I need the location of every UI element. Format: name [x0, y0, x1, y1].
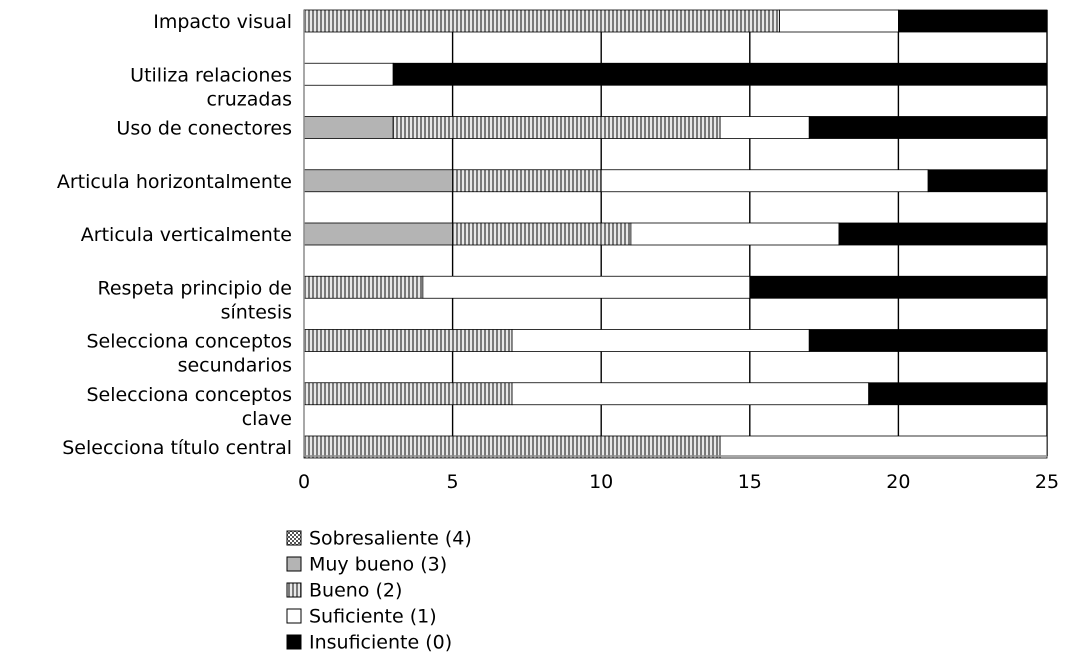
category-label: Utiliza relaciones — [130, 64, 292, 86]
category-label: Impacto visual — [153, 11, 292, 33]
bar-segment — [600, 169, 929, 193]
bar-segment — [303, 382, 513, 406]
category-label: Selecciona conceptos — [86, 384, 292, 406]
x-tick-label: 10 — [589, 471, 613, 493]
legend-label: Suficiente (1) — [309, 606, 437, 628]
bar-segment — [511, 382, 870, 406]
category-label: clave — [242, 408, 292, 430]
category-label: Articula horizontalmente — [57, 171, 292, 193]
bar-segment — [303, 116, 394, 139]
bar-segment — [392, 116, 721, 139]
x-tick-label: 15 — [738, 471, 762, 493]
bar-segment — [808, 329, 1048, 352]
bar-segment — [303, 435, 721, 459]
bar-segment — [422, 275, 751, 299]
legend-swatch — [286, 582, 302, 598]
legend-label: Insuficiente (0) — [309, 632, 452, 654]
bar-segment — [303, 9, 780, 33]
bar-segment — [303, 62, 394, 86]
bar-segment — [303, 275, 424, 299]
x-tick-label: 20 — [886, 471, 910, 493]
bar-segment — [719, 116, 810, 139]
legend-label: Muy bueno (3) — [309, 554, 447, 576]
axes — [303, 10, 1047, 457]
category-label: secundarios — [178, 355, 292, 377]
bar-segment — [779, 9, 899, 33]
category-label: Selecciona título central — [62, 437, 292, 459]
bar-segment — [927, 169, 1048, 193]
bar-segment — [630, 222, 840, 246]
legend-label: Bueno (2) — [309, 580, 402, 602]
bar-segment — [868, 382, 1048, 406]
category-label: cruzadas — [206, 88, 292, 110]
bar-segment — [749, 275, 1048, 299]
bar-segment — [452, 169, 602, 193]
legend: Sobresaliente (4) Muy bueno (3) Bueno (2) S… — [286, 528, 472, 654]
bar-segment — [303, 169, 454, 193]
legend-swatch — [286, 556, 302, 572]
legend-swatch — [286, 530, 302, 546]
bar-segment — [719, 435, 1048, 459]
category-label: síntesis — [221, 301, 292, 323]
category-label: Articula verticalmente — [81, 224, 292, 246]
bar-segment — [838, 222, 1048, 246]
bar-segment — [392, 62, 1048, 86]
x-tick-labels: 0 5 10 15 20 25 — [298, 471, 1059, 493]
bar-segment — [898, 9, 1048, 33]
bar-segment — [808, 116, 1048, 139]
x-tick-label: 5 — [447, 471, 459, 493]
x-tick-label: 25 — [1035, 471, 1059, 493]
legend-swatch — [286, 608, 302, 624]
category-label: Selecciona conceptos — [86, 331, 292, 353]
bar-segment — [452, 222, 632, 246]
bar-segment — [303, 222, 454, 246]
legend-swatch — [286, 634, 302, 650]
x-tick-label: 0 — [298, 471, 310, 493]
legend-label: Sobresaliente (4) — [309, 528, 472, 550]
bar-segment — [511, 329, 810, 352]
bars — [303, 9, 1048, 459]
category-label: Respeta principio de — [98, 277, 293, 299]
bar-segment — [303, 329, 513, 352]
category-labels: Impacto visual Utiliza relacionescruzadas… — [57, 11, 292, 459]
category-label: Uso de conectores — [116, 118, 292, 140]
